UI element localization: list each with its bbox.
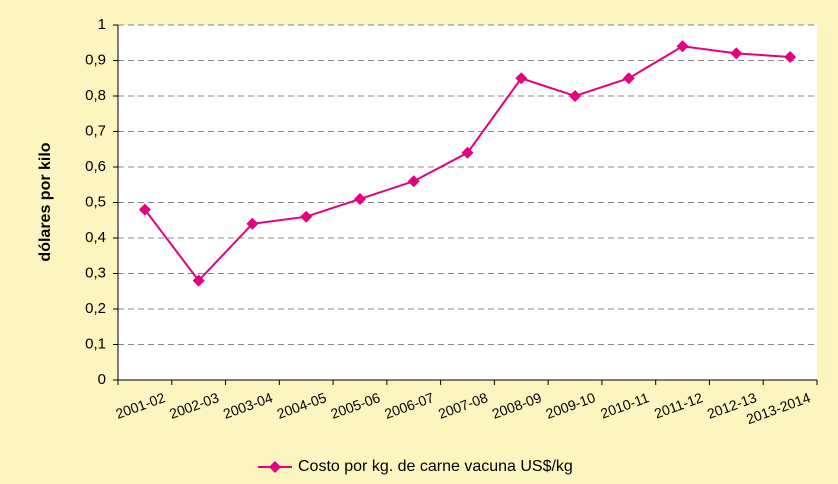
legend-label: Costo por kg. de carne vacuna US$/kg [298,458,573,475]
marker [622,72,635,85]
marker [300,210,313,223]
marker [353,192,366,205]
y-tick-label: 0,2 [85,300,106,317]
marker [784,50,797,63]
marker [515,72,528,85]
marker [461,146,474,159]
y-tick-label: 0,8 [85,87,106,104]
marker [730,47,743,60]
y-tick-label: 0,3 [85,264,106,281]
y-tick-label: 0 [98,371,106,388]
marker [407,175,420,188]
y-axis-label: dólares por kilo [37,142,54,261]
marker [138,203,151,216]
y-tick-label: 0,1 [85,335,106,352]
legend-marker [269,461,281,473]
marker [569,90,582,102]
y-tick-label: 0,5 [85,193,106,210]
y-tick-label: 0,9 [85,51,106,68]
marker [246,217,259,230]
marker [192,274,205,287]
y-tick-label: 0,7 [85,122,106,139]
y-tick-label: 0,4 [85,229,106,246]
marker [676,40,689,53]
y-tick-label: 1 [98,16,106,33]
y-tick-label: 0,6 [85,158,106,175]
